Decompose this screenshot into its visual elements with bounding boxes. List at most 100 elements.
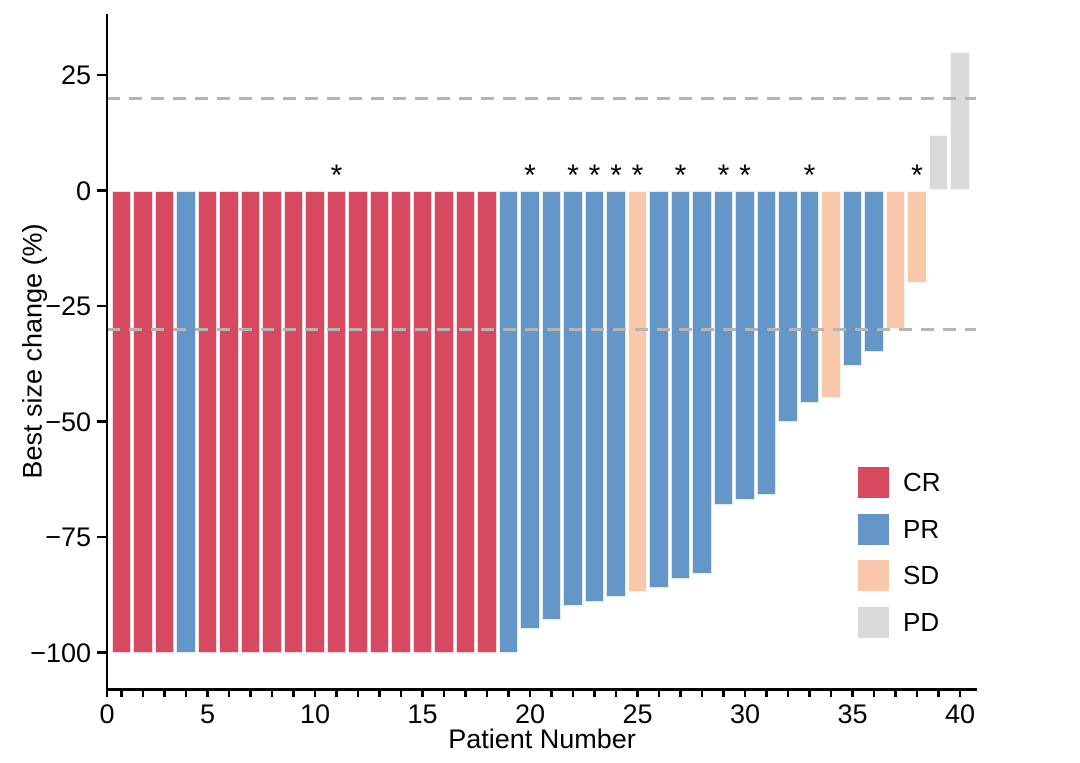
x-tick (163, 690, 166, 697)
x-tick (120, 690, 123, 697)
x-tick (571, 690, 575, 697)
x-tick (335, 690, 338, 697)
x-tick (421, 690, 424, 697)
x-tick (743, 690, 747, 697)
asterisk-marker-patient-25: * (631, 159, 644, 192)
y-tick (97, 420, 106, 423)
legend-swatch-cr (858, 467, 889, 498)
y-tick-label: −25 (45, 291, 91, 321)
x-tick (765, 690, 768, 697)
x-tick (808, 690, 811, 697)
y-tick-label: 25 (60, 60, 91, 90)
x-tick (593, 690, 596, 697)
bar-patient-11 (326, 190, 347, 653)
y-axis-title: Best size change (%) (17, 223, 48, 479)
x-tick (141, 690, 145, 697)
x-tick (528, 690, 532, 697)
x-tick-label: 10 (299, 699, 331, 729)
bar-patient-4 (176, 190, 196, 653)
asterisk-marker-patient-11: * (330, 159, 343, 192)
asterisk-marker-patient-20: * (524, 159, 536, 192)
x-tick (184, 690, 188, 697)
legend-item-sd: SD (858, 560, 978, 591)
x-tick (313, 690, 317, 697)
bar-patient-13 (369, 190, 390, 653)
y-tick (97, 189, 106, 192)
x-tick (378, 690, 381, 697)
x-tick (915, 690, 919, 697)
bar-patient-28 (692, 190, 712, 574)
legend-item-pr: PR (858, 513, 978, 545)
x-tick (636, 690, 639, 697)
bar-patient-9 (283, 190, 304, 653)
bar-patient-21 (541, 190, 562, 621)
x-tick (206, 690, 209, 697)
bar-patient-30 (735, 190, 755, 501)
x-tick (464, 690, 467, 697)
asterisk-marker-patient-27: * (674, 159, 687, 192)
bar-patient-24 (606, 190, 626, 598)
bar-patient-33 (799, 190, 820, 404)
bar-patient-25 (627, 190, 648, 593)
bar-patient-32 (778, 190, 798, 422)
bar-patient-3 (154, 190, 175, 653)
bar-patient-12 (348, 190, 368, 653)
legend-swatch-pr (858, 513, 889, 545)
asterisk-marker-patient-22: * (567, 159, 579, 192)
legend-label: PD (903, 606, 940, 637)
x-tick-label: 35 (837, 699, 868, 729)
x-tick (872, 690, 876, 697)
bar-patient-26 (649, 190, 669, 588)
bar-patient-16 (434, 190, 454, 653)
bar-patient-34 (821, 190, 841, 399)
bar-patient-14 (391, 190, 411, 653)
bar-patient-27 (670, 190, 691, 579)
bar-patient-22 (563, 190, 583, 607)
bar-patient-35 (842, 190, 863, 367)
asterisk-marker-patient-30: * (739, 159, 751, 192)
bar-patient-19 (498, 190, 519, 653)
bar-patient-36 (864, 190, 884, 353)
x-tick (614, 690, 618, 697)
x-tick-label: 30 (729, 699, 761, 729)
legend-swatch-pd (858, 606, 889, 638)
x-tick (894, 690, 897, 697)
x-tick (700, 690, 704, 697)
bar-patient-17 (455, 190, 476, 653)
x-tick (270, 690, 274, 697)
bar-patient-5 (197, 190, 218, 653)
x-axis-line (105, 688, 977, 691)
y-tick (97, 73, 106, 77)
x-tick-label: 20 (514, 699, 546, 729)
bar-patient-40 (950, 51, 970, 191)
x-tick-label: 40 (944, 699, 976, 729)
x-tick (722, 690, 725, 697)
x-tick (442, 690, 446, 697)
y-tick (97, 304, 106, 308)
bar-patient-39 (928, 135, 949, 191)
bar-patient-38 (907, 190, 927, 283)
bar-patient-1 (111, 190, 132, 653)
threshold-line-minus30 (107, 327, 976, 331)
x-tick (399, 690, 403, 697)
y-tick-label: −100 (30, 637, 91, 668)
asterisk-marker-patient-29: * (717, 159, 730, 192)
y-tick-label: −75 (45, 522, 91, 552)
x-tick (292, 690, 295, 697)
bar-patient-29 (713, 190, 734, 505)
bar-patient-10 (305, 190, 325, 653)
bar-patient-2 (133, 190, 153, 653)
bar-patient-37 (885, 190, 906, 330)
x-tick (485, 690, 489, 697)
bar-patient-31 (756, 190, 777, 496)
bar-patient-6 (219, 190, 239, 653)
x-tick (679, 690, 682, 697)
bar-patient-20 (520, 190, 540, 630)
x-tick-label: 5 (199, 699, 216, 729)
asterisk-marker-patient-38: * (911, 159, 923, 192)
x-tick (829, 690, 833, 697)
y-tick (97, 535, 106, 539)
y-axis-line (105, 14, 108, 690)
bar-patient-7 (240, 190, 261, 653)
